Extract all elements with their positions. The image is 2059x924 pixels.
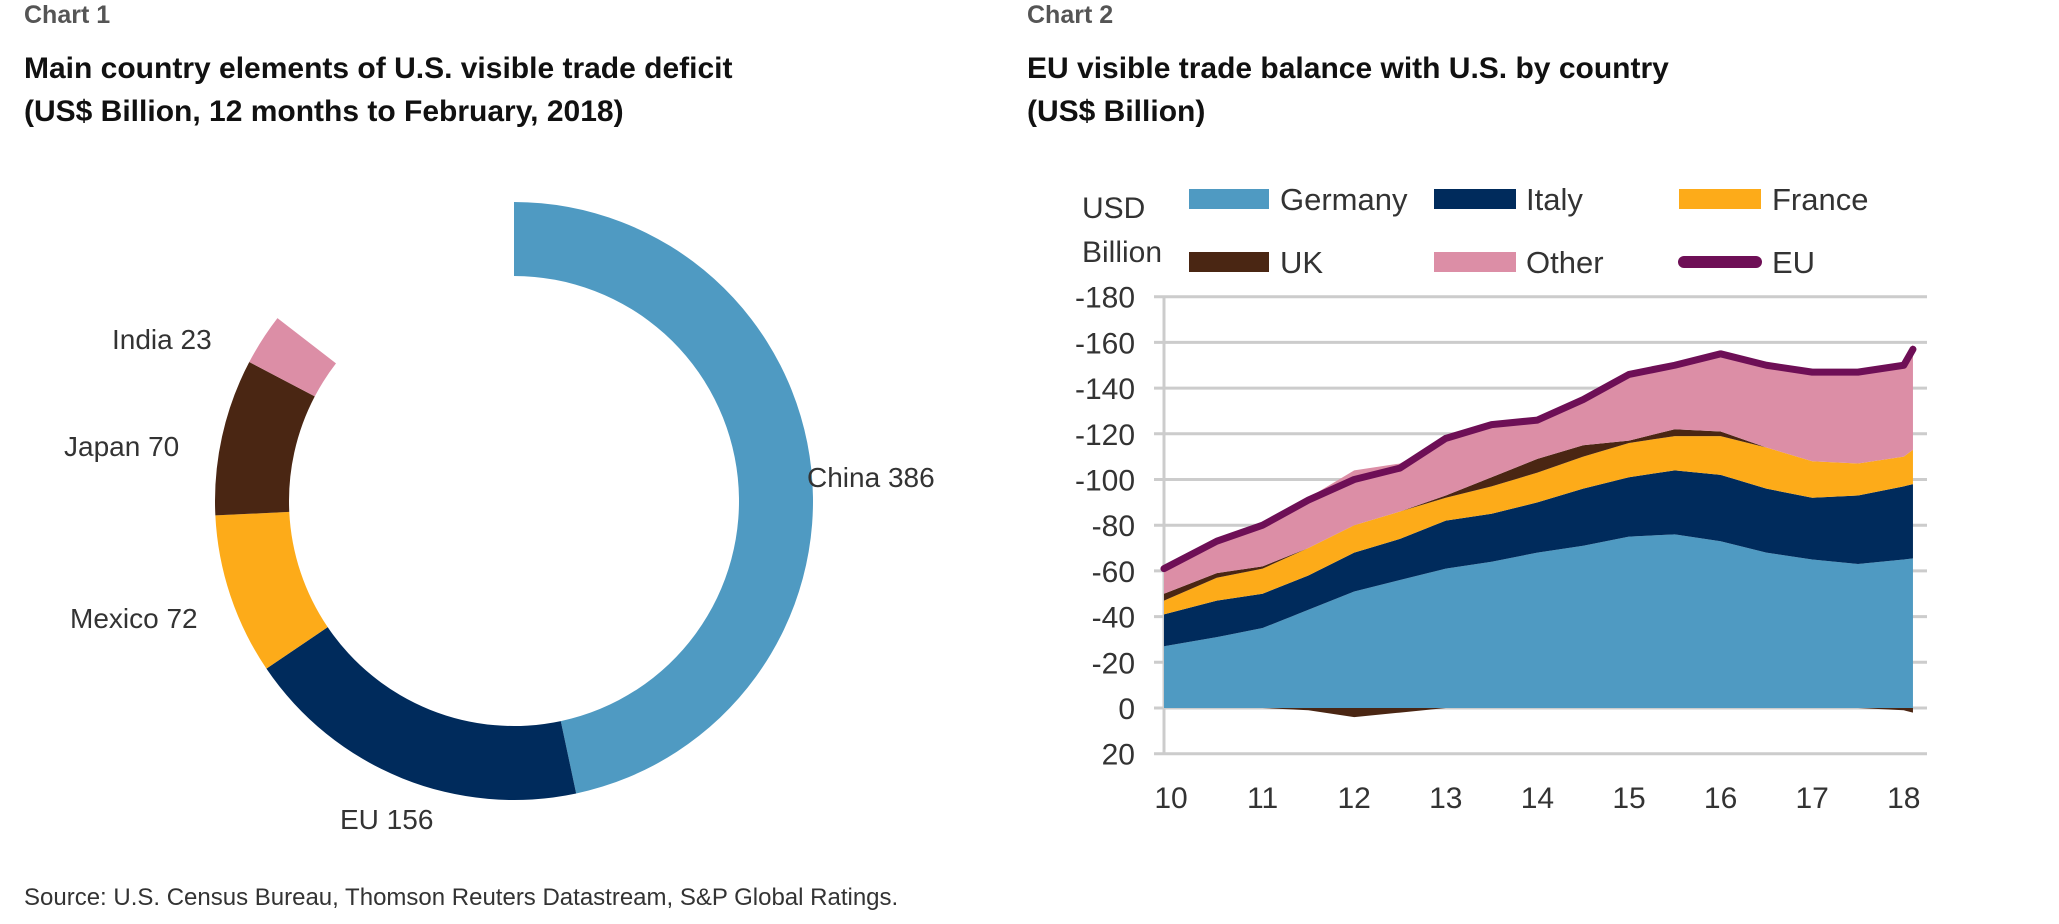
slice-label-india: India 23 xyxy=(112,324,212,355)
y-tick-label: -180 xyxy=(1075,282,1135,315)
x-tick-label: 16 xyxy=(1704,782,1737,815)
area-uk-surplus xyxy=(1164,708,1913,718)
donut-slice-mexico xyxy=(215,511,328,669)
legend-label-italy: Italy xyxy=(1526,182,1583,217)
y-tick-label: 20 xyxy=(1102,739,1135,772)
x-tick-label: 14 xyxy=(1521,782,1554,815)
area-chart: -180 -160 -140 -120 -100 -80 -60 -40 -20 0 20 10 11 1… xyxy=(1075,282,1927,815)
line-eu xyxy=(1160,345,1917,573)
y-tick-label: -20 xyxy=(1092,647,1135,680)
y-tick-label: -160 xyxy=(1075,327,1135,360)
chart1-title: Main country elements of U.S. visible tr… xyxy=(24,47,733,133)
legend-swatch-italy xyxy=(1434,189,1516,209)
legend-swatch-other xyxy=(1434,252,1516,272)
y-tick-label: -80 xyxy=(1092,510,1135,543)
legend-swatch-uk xyxy=(1189,252,1269,272)
y-tick-label: -120 xyxy=(1075,419,1135,452)
source-note: Source: U.S. Census Bureau, Thomson Reut… xyxy=(24,884,899,911)
chart2-title-line: EU visible trade balance with U.S. by co… xyxy=(1027,52,1669,85)
x-tick-label: 13 xyxy=(1429,782,1462,815)
x-tick-label: 18 xyxy=(1887,782,1920,815)
y-tick-label: -40 xyxy=(1092,602,1135,635)
y-axis-title-line1: USD xyxy=(1082,192,1145,225)
slice-label-china: China 386 xyxy=(807,462,935,493)
y-tick-label: -60 xyxy=(1092,556,1135,589)
donut-slice-eu xyxy=(266,627,577,800)
chart2-title: EU visible trade balance with U.S. by co… xyxy=(1027,47,1669,133)
legend-swatch-france xyxy=(1679,189,1761,209)
y-tick-label: 0 xyxy=(1118,693,1135,726)
donut-slice-japan xyxy=(214,362,315,516)
legend-label-other: Other xyxy=(1526,245,1604,280)
y-axis-title: USD Billion xyxy=(1082,192,1162,269)
slice-label-japan: Japan 70 xyxy=(64,431,179,462)
area-italy xyxy=(1164,470,1913,647)
legend-label-uk: UK xyxy=(1280,245,1323,280)
chart2-subtitle: (US$ Billion) xyxy=(1027,95,1206,128)
area-uk xyxy=(1164,429,1913,601)
y-axis-title-line2: Billion xyxy=(1082,236,1162,269)
x-tick-label: 17 xyxy=(1796,782,1829,815)
legend-label-eu: EU xyxy=(1772,245,1815,280)
legend-label-france: France xyxy=(1772,182,1868,217)
donut-slice-china xyxy=(514,202,813,794)
chart1-subtitle: (US$ Billion, 12 months to February, 201… xyxy=(24,95,624,128)
area-other xyxy=(1164,344,1913,594)
legend-swatch-germany xyxy=(1189,189,1269,209)
chart2-label: Chart 2 xyxy=(1027,1,1114,29)
donut-slice-india xyxy=(249,318,336,397)
x-tick-label: 10 xyxy=(1154,782,1187,815)
x-tick-label: 15 xyxy=(1612,782,1645,815)
donut-labels: China 386 EU 156 Mexico 72 Japan 70 Indi… xyxy=(64,324,935,835)
y-tick-label: -140 xyxy=(1075,373,1135,406)
slice-label-eu: EU 156 xyxy=(340,804,433,835)
legend-label-germany: Germany xyxy=(1280,182,1408,217)
area-germany xyxy=(1164,534,1913,708)
slice-label-mexico: Mexico 72 xyxy=(70,603,198,634)
chart1-title-line: Main country elements of U.S. visible tr… xyxy=(24,52,733,85)
area-france xyxy=(1164,436,1913,615)
x-tick-label: 12 xyxy=(1338,782,1371,815)
x-tick-label: 11 xyxy=(1247,782,1278,815)
legend: Germany Italy France UK Other EU xyxy=(1189,182,1868,280)
donut-chart xyxy=(214,202,813,800)
y-tick-label: -100 xyxy=(1075,465,1135,498)
chart1-label: Chart 1 xyxy=(24,1,111,29)
